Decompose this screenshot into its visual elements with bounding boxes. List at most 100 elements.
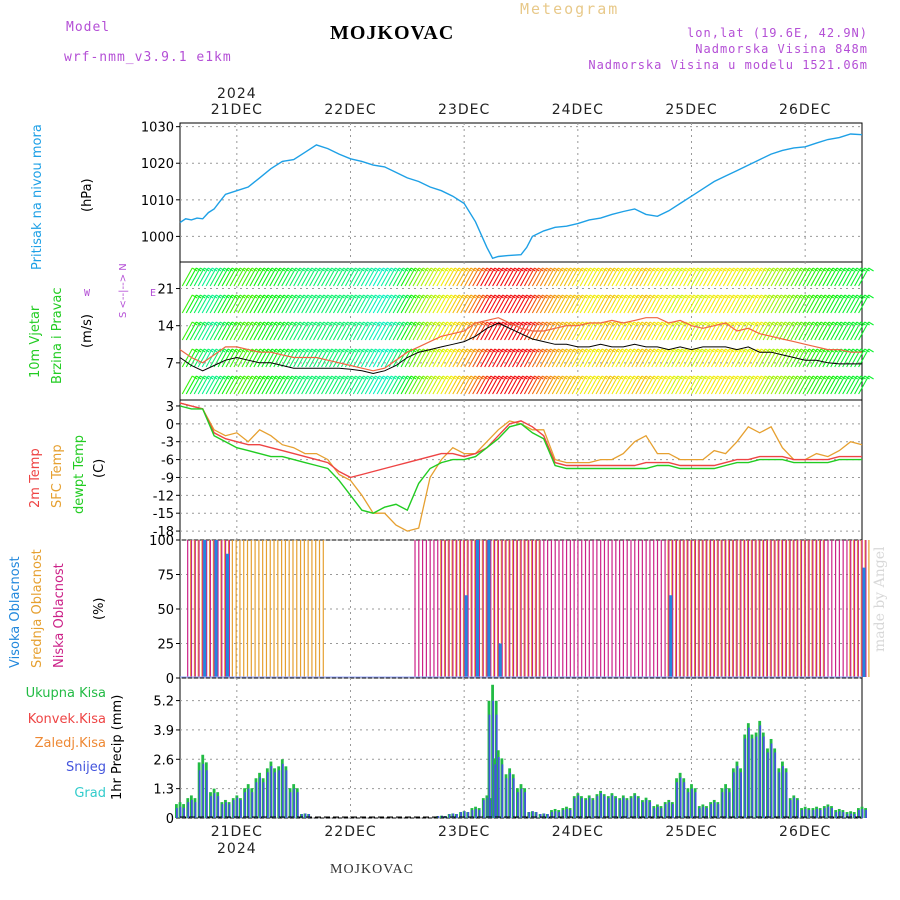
wind-barb	[380, 375, 392, 395]
wind-barb	[217, 294, 229, 314]
wind-barb-flag	[422, 321, 429, 326]
wind-barb-flag	[784, 321, 791, 326]
wind-barb-flag	[426, 294, 433, 299]
wind-barb	[790, 294, 802, 314]
wind-barb	[344, 321, 356, 341]
year-label-bottom: 2024	[217, 841, 257, 857]
wind-barb-flag	[231, 321, 238, 326]
wind-barb-flag	[219, 267, 226, 272]
wind-barb-flag	[744, 321, 751, 326]
wind-barb	[698, 321, 710, 341]
wind-barb	[575, 375, 587, 395]
wind-barb	[611, 267, 623, 287]
wind-barb	[404, 348, 416, 368]
precip-snow-bar	[846, 814, 849, 818]
wind-barb	[360, 375, 372, 395]
wind-barb	[213, 321, 225, 341]
wind-barb-flag	[569, 294, 576, 299]
wind-barb	[476, 375, 488, 395]
wind-barb	[364, 321, 376, 341]
wind-barb-flag	[283, 348, 290, 353]
wind-barb-flag	[311, 267, 317, 272]
wind-barb-flag	[546, 294, 552, 299]
wind-barb	[647, 375, 659, 395]
wind-barb-flag	[709, 294, 715, 299]
wind-barb-flag	[335, 348, 341, 353]
wind-barb-flag	[816, 267, 823, 272]
precip-snow-bar	[285, 770, 288, 818]
y-tick-label: 0	[166, 418, 174, 433]
wind-barb	[535, 267, 547, 287]
model-name: wrf-nmm_v3.9.1 e1km	[64, 50, 232, 65]
wind-barb-flag	[605, 294, 612, 299]
wind-barb	[340, 321, 352, 341]
wind-barb	[810, 267, 822, 287]
wind-barb-flag	[677, 267, 683, 272]
wind-barb-flag	[697, 375, 703, 380]
wind-barb-flag	[772, 321, 779, 326]
wind-barb	[806, 375, 818, 395]
wind-barb-flag	[709, 267, 715, 272]
wind-barb-flag	[490, 294, 496, 299]
wind-barb	[706, 375, 718, 395]
wind-barb	[798, 375, 810, 395]
wind-barb-flag	[526, 267, 532, 272]
wind-barb	[639, 267, 651, 287]
precip-snow-bar	[660, 808, 663, 818]
wind-barb-flag	[812, 348, 819, 353]
wind-barb	[603, 375, 615, 395]
wind-barb	[356, 321, 368, 341]
wind-barb-flag	[247, 267, 254, 272]
precip-snow-bar	[649, 802, 652, 818]
wind-barb	[237, 348, 249, 368]
wind-barb	[659, 375, 671, 395]
wind-barb-flag	[772, 267, 779, 272]
wind-barb	[790, 375, 802, 395]
wind-barb	[193, 267, 205, 287]
wind-barb	[332, 267, 344, 287]
wind-barb	[368, 321, 380, 341]
wind-barb-flag	[402, 375, 409, 380]
wind-barb	[683, 321, 695, 341]
wind-barb-flag	[382, 267, 389, 272]
wind-barb-flag	[231, 375, 238, 380]
wind-barb-flag	[709, 348, 715, 353]
wind-barb	[237, 321, 249, 341]
wind-barb-flag	[402, 267, 409, 272]
wind-barb	[511, 348, 523, 368]
precip-snow-bar	[622, 797, 625, 818]
wind-barb	[523, 375, 535, 395]
elevation-label: Nadmorska Visina 848m	[695, 42, 868, 56]
wind-barb	[675, 294, 687, 314]
wind-barb	[714, 375, 726, 395]
wind-barb-flag	[442, 267, 449, 272]
wind-barb	[822, 321, 834, 341]
wind-barb	[468, 321, 480, 341]
wind-barb	[754, 375, 766, 395]
wind-barb-flag	[279, 321, 286, 326]
wind-barb-flag	[768, 348, 775, 353]
wind-barb-flag	[414, 294, 421, 299]
wind-barb	[245, 348, 257, 368]
wind-barb-flag	[207, 375, 214, 380]
wind-barb-flag	[279, 267, 286, 272]
wind-barb-flag	[828, 321, 835, 326]
wind-barb	[452, 294, 464, 314]
wind-barb	[667, 267, 679, 287]
wind-barb	[468, 294, 480, 314]
wind-barb	[325, 294, 336, 314]
wind-barb-flag	[223, 294, 230, 299]
wind-barb	[440, 267, 452, 287]
wind-barb	[718, 375, 730, 395]
wind-barb	[412, 294, 424, 314]
wind-barb	[762, 375, 774, 395]
wind-barb-flag	[275, 375, 282, 380]
wind-barb-flag	[737, 267, 743, 272]
wind-barb-flag	[713, 294, 719, 299]
wind-barb-flag	[721, 267, 727, 272]
wind-barb	[698, 294, 710, 314]
y-tick-label: 3	[166, 400, 174, 415]
wind-barb	[766, 267, 778, 287]
wind-barb	[221, 375, 233, 395]
wind-barb-flag	[645, 375, 652, 380]
